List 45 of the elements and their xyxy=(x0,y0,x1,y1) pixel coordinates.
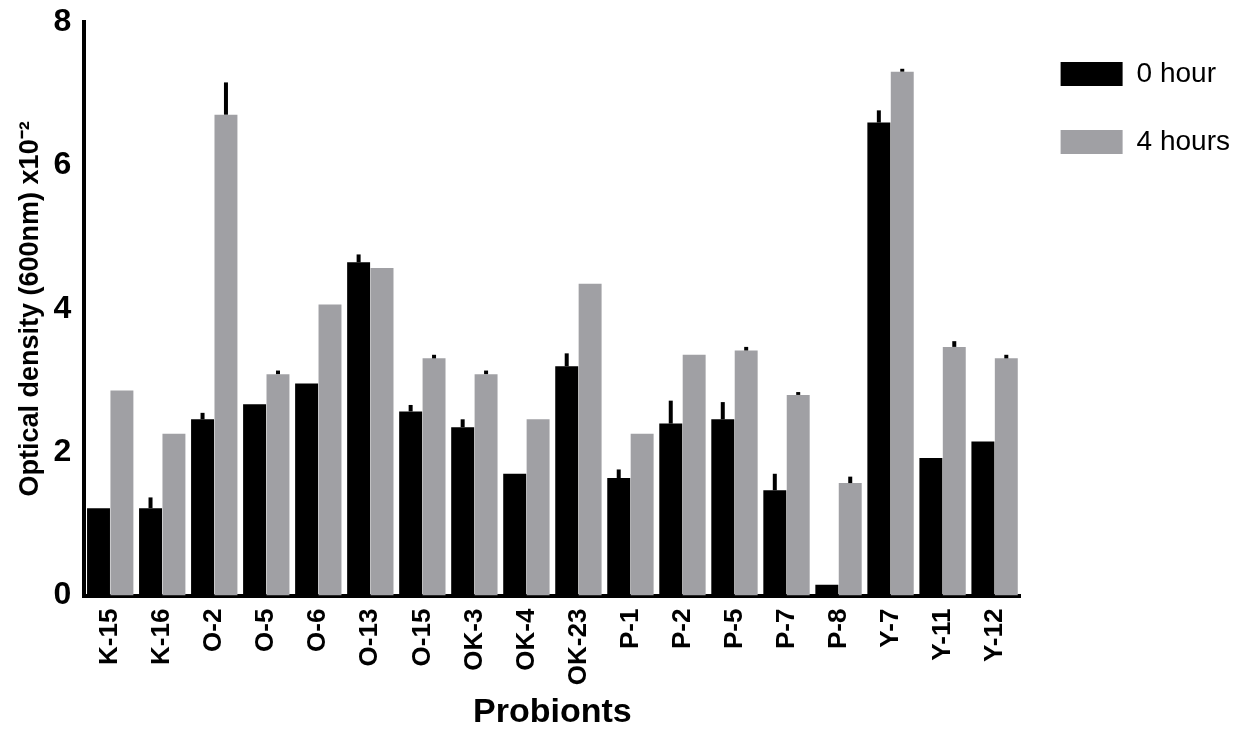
x-tick-label: O-2 xyxy=(197,608,228,652)
x-tick-label: P-5 xyxy=(717,608,748,650)
bar xyxy=(474,374,498,596)
y-tick-label: 2 xyxy=(53,432,72,469)
bar xyxy=(786,394,810,596)
bar xyxy=(318,304,342,596)
x-tick-label: Y-7 xyxy=(873,608,904,648)
bar xyxy=(630,433,654,596)
x-tick-label: P-1 xyxy=(613,608,644,650)
bar xyxy=(734,350,758,596)
legend-label: 4 hours xyxy=(1136,124,1231,156)
x-tick-label: O-5 xyxy=(249,608,280,652)
bar xyxy=(994,358,1018,596)
x-tick-label: Y-12 xyxy=(977,608,1008,663)
x-tick-label: OK-4 xyxy=(509,608,540,671)
bar xyxy=(526,419,550,596)
bar xyxy=(110,390,134,596)
x-tick-label: P-7 xyxy=(769,608,800,650)
x-tick-label: O-6 xyxy=(301,608,332,652)
bar xyxy=(682,354,706,596)
legend-label: 0 hour xyxy=(1136,56,1217,88)
bar xyxy=(838,483,862,596)
bar xyxy=(162,433,186,596)
bar xyxy=(266,374,290,596)
x-tick-label: P-2 xyxy=(665,608,696,650)
bar xyxy=(214,114,238,596)
x-tick-label: K-16 xyxy=(145,608,176,665)
x-tick-label: P-8 xyxy=(821,608,852,650)
y-tick-label: 8 xyxy=(53,2,72,39)
bar xyxy=(578,283,602,596)
y-tick-label: 4 xyxy=(53,288,72,325)
x-tick-label: OK-23 xyxy=(561,608,592,686)
bar xyxy=(942,346,966,596)
x-tick-label: Y-11 xyxy=(925,608,956,661)
x-axis-title: Probionts xyxy=(473,690,632,729)
bar xyxy=(370,268,394,596)
bar xyxy=(890,71,914,596)
y-axis-title: Optical density (600nm) x10⁻² xyxy=(13,121,44,497)
x-tick-label: O-15 xyxy=(405,608,436,667)
x-tick-label: OK-3 xyxy=(457,608,488,671)
bar xyxy=(422,358,446,596)
x-tick-label: O-13 xyxy=(353,608,384,667)
y-tick-label: 6 xyxy=(53,145,72,182)
y-tick-label: 0 xyxy=(53,575,72,612)
x-tick-label: K-15 xyxy=(93,608,124,665)
